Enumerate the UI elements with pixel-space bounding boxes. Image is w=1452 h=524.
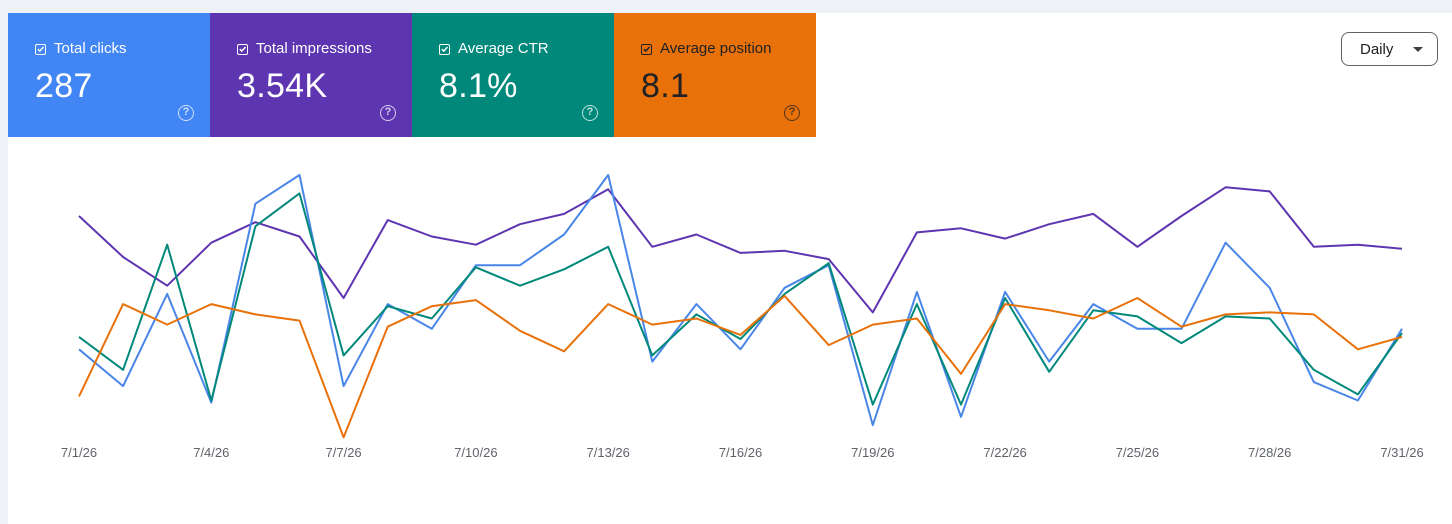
caret-down-icon: [1413, 46, 1424, 52]
help-icon[interactable]: ?: [380, 105, 396, 121]
metric-tile-total-impressions[interactable]: Total impressions 3.54K ?: [210, 13, 412, 137]
x-tick-label: 7/4/26: [193, 445, 229, 460]
x-tick-label: 7/22/26: [983, 445, 1026, 460]
checked-checkbox-icon[interactable]: [439, 43, 450, 55]
metric-tile-average-position[interactable]: Average position 8.1 ?: [614, 13, 816, 137]
performance-line-chart: 7/1/26 7/4/26 7/7/26 7/10/26 7/13/26 7/16/26 7…: [61, 174, 1424, 460]
metric-value: 8.1%: [439, 67, 518, 105]
help-icon[interactable]: ?: [784, 105, 800, 121]
x-tick-label: 7/28/26: [1248, 445, 1291, 460]
x-tick-label: 7/10/26: [454, 445, 497, 460]
x-tick-label: 7/16/26: [719, 445, 762, 460]
series-line-average-position[interactable]: [78, 294, 1403, 439]
checked-checkbox-icon[interactable]: [641, 43, 652, 55]
metric-value: 3.54K: [237, 67, 328, 105]
series-line-total-impressions[interactable]: [78, 186, 1403, 314]
metric-value: 8.1: [641, 67, 690, 105]
x-tick-label: 7/19/26: [851, 445, 894, 460]
series-line-total-clicks[interactable]: [78, 174, 1403, 427]
metric-value: 287: [35, 67, 93, 105]
granularity-selected: Daily: [1360, 40, 1394, 58]
help-icon[interactable]: ?: [582, 105, 598, 121]
checked-checkbox-icon[interactable]: [35, 43, 46, 55]
metric-tiles: Total clicks 287 ? Total impressions 3.5…: [8, 13, 816, 137]
metric-label: Total clicks: [54, 40, 127, 57]
metric-tile-average-ctr[interactable]: Average CTR 8.1% ?: [412, 13, 614, 137]
x-tick-label: 7/1/26: [61, 445, 97, 460]
granularity-dropdown[interactable]: Daily: [1341, 32, 1438, 66]
checked-checkbox-icon[interactable]: [237, 43, 248, 55]
series-line-average-ctr[interactable]: [78, 192, 1403, 406]
metric-label: Average CTR: [458, 40, 549, 57]
x-tick-label: 7/25/26: [1116, 445, 1159, 460]
x-tick-label: 7/31/26: [1380, 445, 1423, 460]
performance-card: Total clicks 287 ? Total impressions 3.5…: [8, 13, 1452, 524]
metric-label: Average position: [660, 40, 772, 57]
x-tick-label: 7/13/26: [587, 445, 630, 460]
metric-tile-total-clicks[interactable]: Total clicks 287 ?: [8, 13, 210, 137]
x-tick-label: 7/7/26: [326, 445, 362, 460]
metric-label: Total impressions: [256, 40, 372, 57]
help-icon[interactable]: ?: [178, 105, 194, 121]
